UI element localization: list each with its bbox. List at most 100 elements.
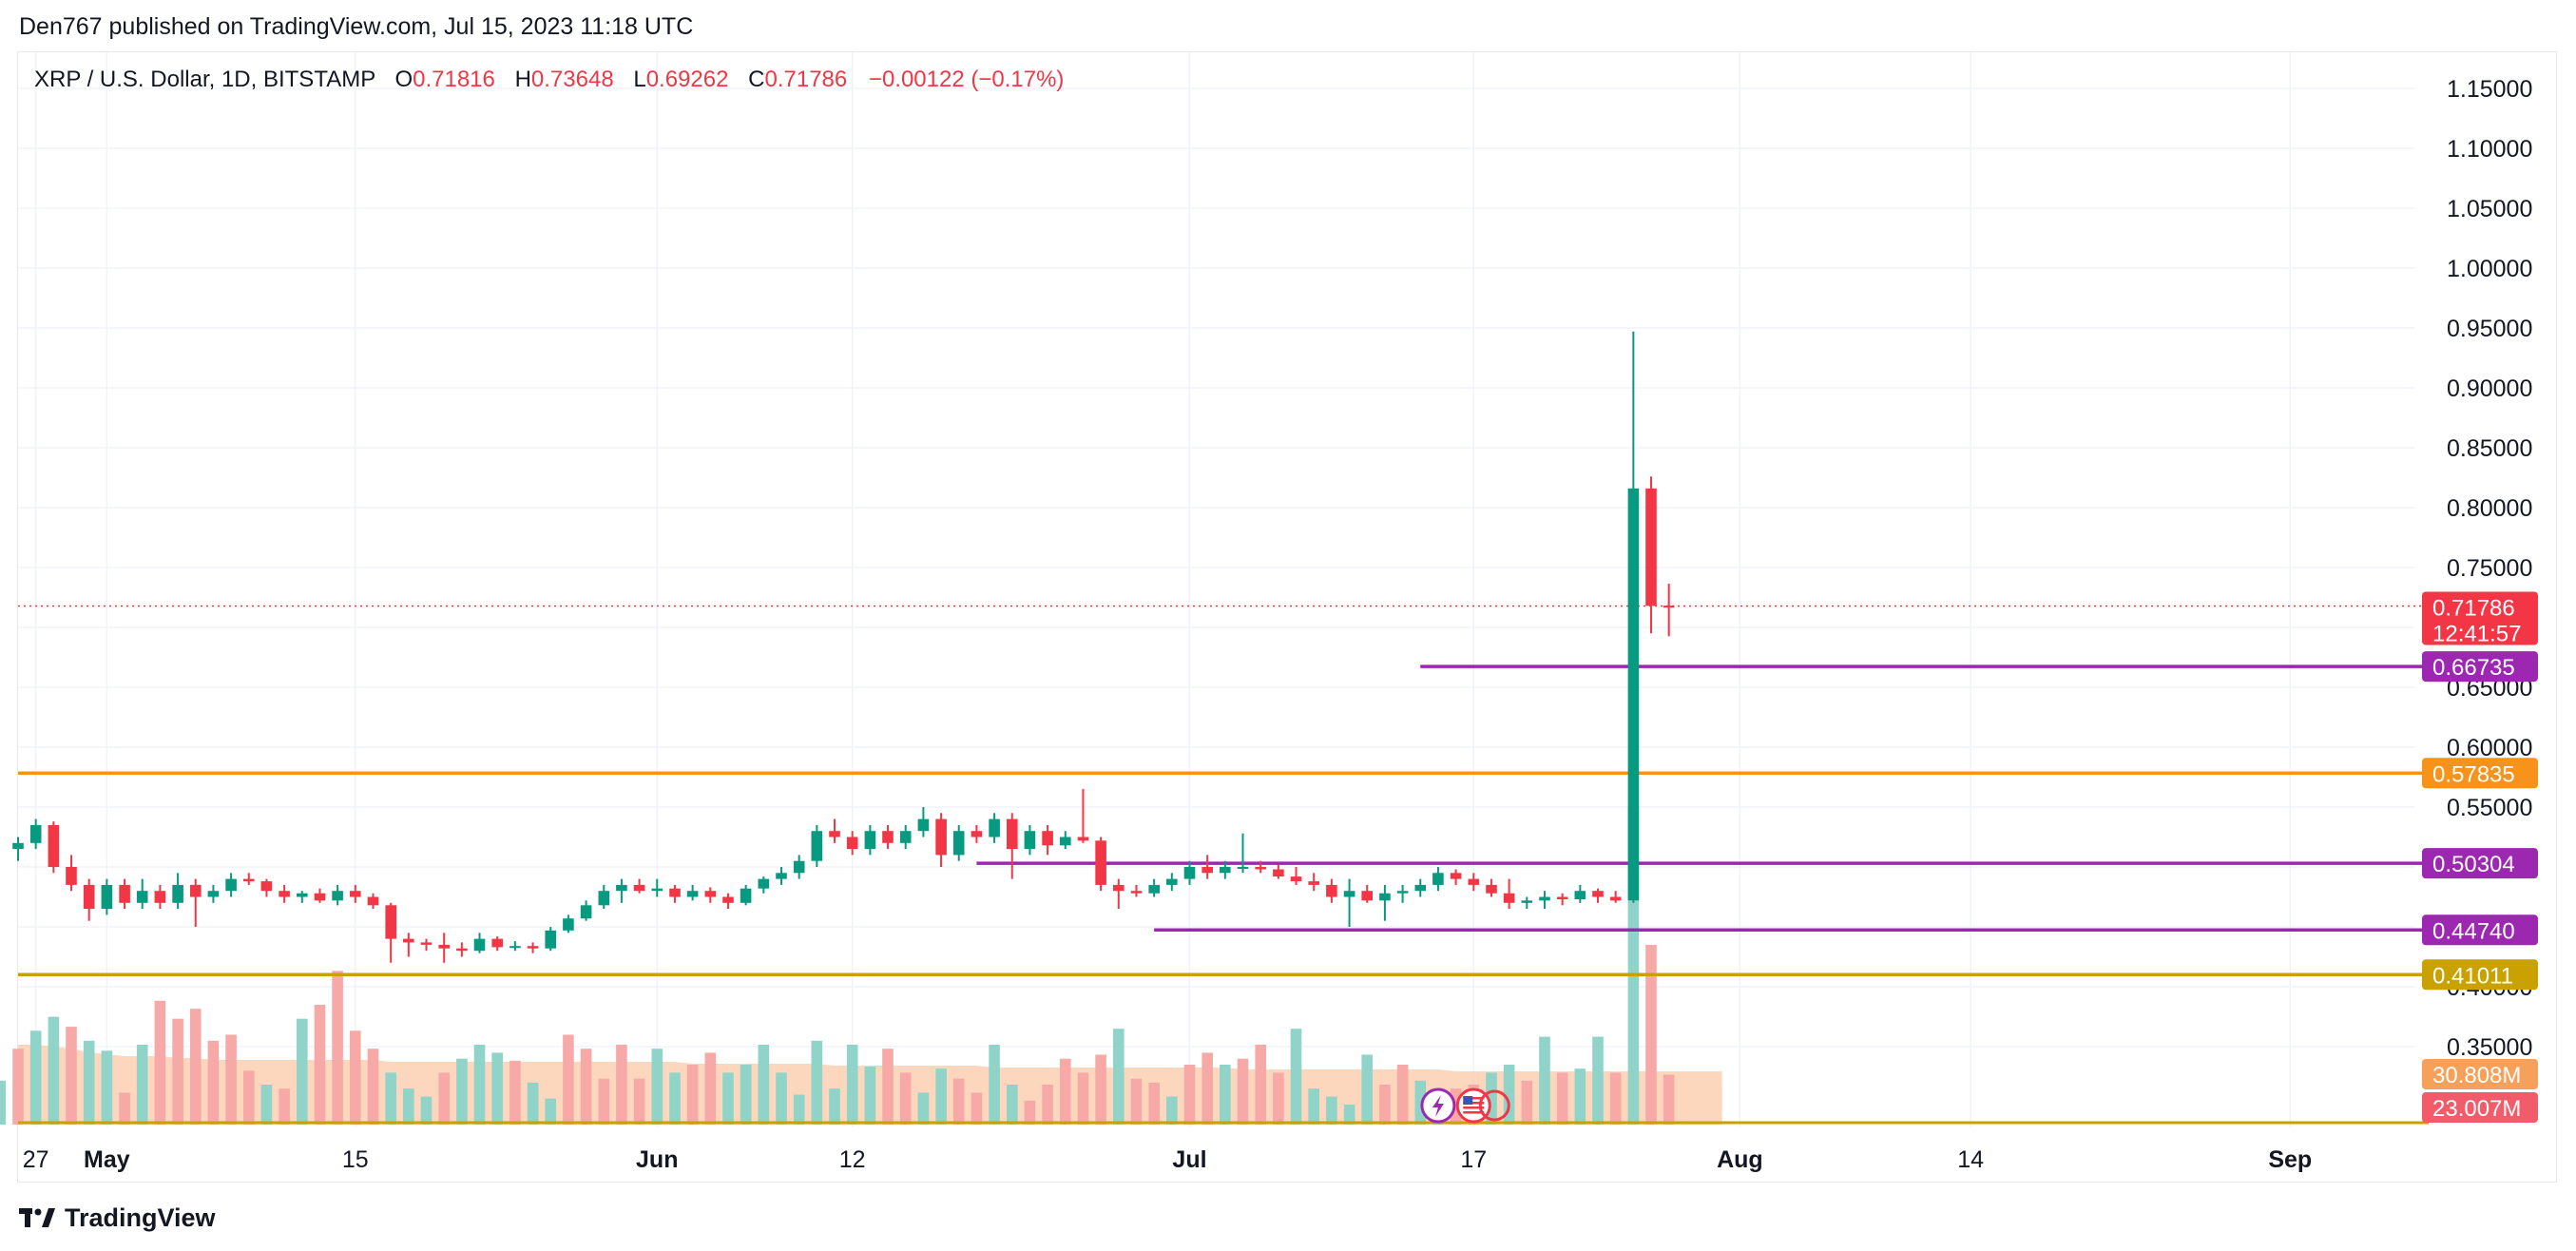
candle-body[interactable]: [1361, 891, 1373, 901]
volume-badge-primary[interactable]: [2422, 1059, 2538, 1089]
candle-body[interactable]: [1113, 884, 1125, 892]
candle-body[interactable]: [1556, 896, 1568, 900]
level-badge-0.44740[interactable]: [2422, 914, 2538, 946]
candle-body[interactable]: [1273, 869, 1284, 877]
candle-body[interactable]: [829, 831, 840, 837]
candle-body[interactable]: [207, 891, 220, 897]
candle-body[interactable]: [1148, 884, 1160, 894]
candle-body[interactable]: [776, 873, 787, 879]
legend-symbol[interactable]: XRP / U.S. Dollar, 1D, BITSTAMP: [34, 67, 375, 92]
tradingview-brand[interactable]: TradingView: [19, 1203, 216, 1233]
candle-body[interactable]: [332, 891, 343, 901]
candle-body[interactable]: [154, 891, 166, 903]
candle-body[interactable]: [704, 891, 717, 897]
candle-body[interactable]: [864, 831, 876, 850]
candle-body[interactable]: [527, 946, 539, 949]
candle-body[interactable]: [952, 831, 965, 856]
candle-body[interactable]: [420, 942, 433, 945]
candle-body[interactable]: [1379, 893, 1391, 901]
candle-body[interactable]: [1007, 818, 1018, 850]
candle-body[interactable]: [83, 884, 95, 910]
candle-body[interactable]: [279, 891, 290, 897]
candle-body[interactable]: [1201, 867, 1213, 874]
candle-body[interactable]: [1024, 831, 1036, 850]
candle-body[interactable]: [1095, 840, 1106, 885]
candle-body[interactable]: [119, 884, 130, 903]
candle-body[interactable]: [793, 860, 805, 874]
candle-body[interactable]: [1183, 867, 1196, 879]
candle-body[interactable]: [989, 818, 1000, 837]
candle-body[interactable]: [190, 884, 202, 897]
candle-body[interactable]: [651, 888, 663, 892]
candle-body[interactable]: [385, 905, 396, 939]
candle-body[interactable]: [740, 888, 752, 903]
candle-body[interactable]: [882, 831, 894, 843]
candle-body[interactable]: [1396, 891, 1409, 894]
candle-body[interactable]: [1220, 867, 1231, 874]
candle-body[interactable]: [260, 881, 273, 892]
candle-body[interactable]: [1503, 893, 1515, 903]
chart-frame[interactable]: [17, 51, 2557, 1183]
candle-body[interactable]: [1468, 878, 1480, 885]
candle-body[interactable]: [722, 896, 734, 903]
candle-body[interactable]: [1645, 488, 1657, 606]
candle-body[interactable]: [1308, 881, 1319, 885]
candle-body[interactable]: [367, 896, 379, 906]
candle-body[interactable]: [66, 867, 77, 885]
candle-body[interactable]: [971, 831, 983, 837]
candle-body[interactable]: [225, 878, 237, 892]
candle-body[interactable]: [1130, 891, 1143, 894]
candle-body[interactable]: [669, 888, 681, 897]
candle-body[interactable]: [136, 891, 148, 903]
candle-body[interactable]: [598, 891, 610, 906]
candle-body[interactable]: [686, 891, 699, 897]
candle-body[interactable]: [616, 884, 627, 892]
candle-body[interactable]: [633, 884, 645, 892]
last-price-badge[interactable]: [2422, 591, 2538, 645]
candle-body[interactable]: [297, 893, 308, 897]
candle-body[interactable]: [1521, 900, 1533, 903]
candle-body[interactable]: [438, 944, 450, 949]
candle-body[interactable]: [1414, 884, 1427, 892]
candle-body[interactable]: [1574, 891, 1586, 899]
candle-body[interactable]: [846, 837, 858, 850]
candle-body[interactable]: [29, 824, 42, 843]
candle-body[interactable]: [1627, 488, 1640, 901]
candle-body[interactable]: [811, 831, 823, 861]
level-badge-0.50304[interactable]: [2422, 848, 2538, 879]
candle-body[interactable]: [1450, 873, 1462, 879]
candle-body[interactable]: [1663, 606, 1675, 608]
candle-body[interactable]: [314, 893, 326, 901]
candle-body[interactable]: [473, 938, 486, 952]
candle-body[interactable]: [101, 884, 113, 910]
level-badge-0.66735[interactable]: [2422, 651, 2538, 683]
candle-body[interactable]: [1166, 878, 1178, 885]
volume-badge-secondary[interactable]: [2422, 1092, 2538, 1123]
candle-body[interactable]: [403, 938, 414, 943]
candle-body[interactable]: [1042, 831, 1053, 846]
candle-body[interactable]: [1609, 896, 1622, 901]
candle-body[interactable]: [758, 878, 770, 889]
candle-body[interactable]: [1592, 891, 1604, 897]
candle-body[interactable]: [917, 818, 930, 832]
candle-body[interactable]: [491, 938, 503, 948]
level-badge-0.41011[interactable]: [2422, 959, 2538, 991]
level-badge-0.57835[interactable]: [2422, 758, 2538, 789]
candle-body[interactable]: [350, 891, 361, 897]
candle-body[interactable]: [1077, 837, 1089, 841]
candle-body[interactable]: [509, 946, 521, 949]
candle-body[interactable]: [1237, 867, 1249, 869]
candle-body[interactable]: [545, 930, 556, 949]
candle-body[interactable]: [1343, 891, 1355, 897]
candle-body[interactable]: [12, 842, 24, 850]
candle-body[interactable]: [1290, 876, 1302, 882]
candle-body[interactable]: [1432, 873, 1444, 885]
candle-body[interactable]: [935, 818, 947, 856]
candle-body[interactable]: [1255, 867, 1266, 870]
candle-body[interactable]: [48, 824, 60, 867]
candle-body[interactable]: [172, 884, 183, 903]
candle-body[interactable]: [243, 878, 255, 882]
candle-body[interactable]: [1539, 896, 1550, 901]
candle-body[interactable]: [1486, 884, 1497, 894]
